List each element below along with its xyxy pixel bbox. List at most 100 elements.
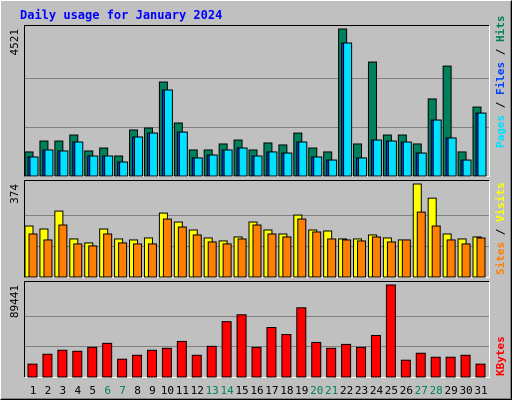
bar — [417, 152, 427, 177]
legend-entry: Sites — [494, 242, 507, 275]
bar — [400, 359, 411, 378]
bar — [386, 241, 396, 278]
x-tick-label: 9 — [149, 384, 156, 397]
bar — [236, 314, 247, 378]
bar — [223, 149, 233, 177]
panel-bevel — [24, 25, 490, 177]
y-tick-label: 89441 — [8, 285, 21, 318]
bar — [27, 363, 38, 378]
bar — [102, 342, 113, 378]
bar — [193, 157, 203, 177]
bar — [313, 156, 323, 177]
x-tick-label: 25 — [385, 384, 398, 397]
x-tick-label: 17 — [265, 384, 278, 397]
bar — [342, 239, 352, 278]
bar — [59, 150, 69, 177]
bar — [462, 159, 472, 177]
bar — [268, 151, 278, 177]
x-tick-label: 4 — [74, 384, 81, 397]
bar — [402, 141, 412, 177]
x-tick-label: 26 — [400, 384, 413, 397]
x-tick-label: 27 — [415, 384, 428, 397]
bar — [282, 236, 292, 278]
legend-entry: Pages — [494, 115, 507, 148]
bar — [208, 154, 218, 177]
bar — [432, 119, 442, 177]
bar — [134, 136, 144, 177]
bar — [358, 157, 368, 177]
bar — [267, 233, 277, 278]
x-tick-label: 28 — [430, 384, 443, 397]
bar — [341, 343, 352, 378]
x-tick-label: 11 — [176, 384, 189, 397]
bar — [58, 224, 68, 278]
bar — [72, 350, 83, 378]
bar — [238, 147, 248, 177]
bar — [87, 346, 98, 378]
bar — [401, 239, 411, 278]
bar — [312, 231, 322, 278]
legend-separator: / — [494, 42, 507, 62]
x-tick-label: 19 — [295, 384, 308, 397]
x-tick-label: 12 — [191, 384, 204, 397]
legend: Sites / Visits — [494, 182, 507, 275]
x-tick-label: 31 — [474, 384, 487, 397]
x-tick-label: 16 — [250, 384, 263, 397]
bar — [191, 354, 202, 378]
x-tick-label: 30 — [459, 384, 472, 397]
bar — [446, 239, 456, 278]
legend-entry: Hits — [494, 16, 507, 43]
bar — [192, 234, 202, 278]
bar — [431, 225, 441, 278]
bar — [461, 243, 471, 278]
x-tick-label: 10 — [161, 384, 174, 397]
bar — [447, 137, 457, 177]
bar — [206, 345, 217, 378]
bar — [177, 226, 187, 278]
chart-title: Daily usage for January 2024 — [20, 8, 222, 22]
bar — [343, 42, 353, 177]
x-tick-label: 3 — [60, 384, 67, 397]
x-tick-label: 23 — [355, 384, 368, 397]
bar — [416, 211, 426, 278]
bar — [311, 341, 322, 378]
bar — [29, 156, 39, 177]
bar — [162, 218, 172, 278]
bar — [118, 242, 128, 278]
x-tick-label: 15 — [235, 384, 248, 397]
bar — [57, 349, 68, 378]
x-tick-label: 18 — [280, 384, 293, 397]
bar — [73, 243, 83, 278]
x-tick-label: 6 — [104, 384, 111, 397]
bar — [28, 233, 38, 278]
x-tick-label: 29 — [445, 384, 458, 397]
bar — [298, 141, 308, 177]
panel-bevel — [24, 281, 490, 378]
bar — [253, 155, 263, 177]
legend-entry: Visits — [494, 182, 507, 222]
x-tick-label: 24 — [370, 384, 384, 397]
bar — [207, 241, 217, 278]
bar — [357, 240, 367, 278]
x-tick-label: 20 — [310, 384, 323, 397]
bar — [222, 243, 232, 278]
bar — [43, 239, 53, 278]
legend-entry: Files — [494, 62, 507, 95]
bar — [146, 349, 157, 378]
bar — [327, 238, 337, 278]
bar — [133, 243, 143, 278]
legend-separator: / — [494, 222, 507, 242]
bar — [385, 284, 396, 378]
x-tick-label: 22 — [340, 384, 353, 397]
bar — [328, 159, 338, 177]
bar — [221, 321, 232, 378]
bar — [132, 354, 143, 378]
bar — [161, 347, 172, 378]
bar — [356, 346, 367, 378]
bar — [42, 353, 53, 378]
bar — [163, 89, 173, 177]
bar — [415, 352, 426, 378]
